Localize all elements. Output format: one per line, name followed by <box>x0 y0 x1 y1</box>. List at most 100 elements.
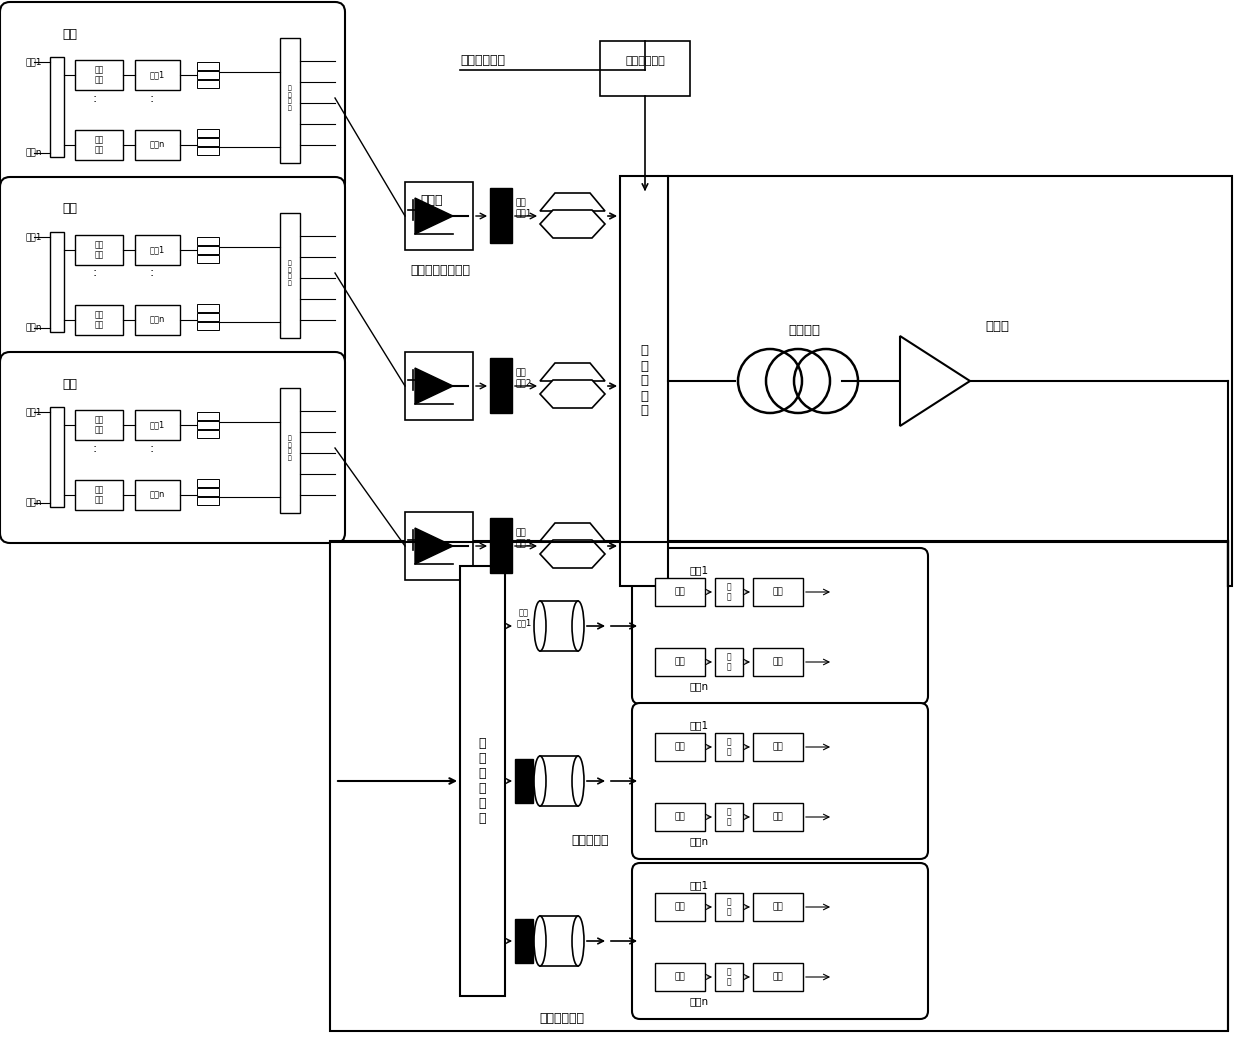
Bar <box>50 56 64 157</box>
Text: 子
带
耦
合: 子 带 耦 合 <box>288 86 291 111</box>
FancyBboxPatch shape <box>632 863 928 1019</box>
Bar <box>655 578 706 606</box>
Text: 用户n: 用户n <box>149 140 165 150</box>
Text: 接入: 接入 <box>675 743 686 751</box>
Text: 用户1: 用户1 <box>689 880 709 890</box>
Bar <box>74 410 123 440</box>
FancyBboxPatch shape <box>632 703 928 859</box>
Bar <box>668 176 1233 586</box>
Text: 信源1: 信源1 <box>26 58 42 67</box>
Text: 信源n: 信源n <box>26 323 42 333</box>
Bar <box>539 916 578 967</box>
Bar <box>753 803 804 831</box>
Bar <box>655 893 706 920</box>
Bar <box>197 138 219 146</box>
Bar <box>74 130 123 160</box>
Text: 接入: 接入 <box>675 658 686 666</box>
Bar <box>197 479 219 487</box>
Bar <box>460 566 505 996</box>
Text: 任意波发生器: 任意波发生器 <box>625 56 665 66</box>
Text: :: : <box>93 441 97 455</box>
Bar <box>197 420 219 429</box>
Text: 数据: 数据 <box>773 973 784 981</box>
Bar <box>50 232 64 332</box>
Text: 用户n: 用户n <box>689 996 709 1006</box>
Text: 编
码: 编 码 <box>727 808 732 826</box>
Polygon shape <box>539 540 605 568</box>
Text: 多模光纤: 多模光纤 <box>787 324 820 338</box>
Text: 编
码: 编 码 <box>727 968 732 986</box>
Bar <box>753 893 804 920</box>
Bar <box>197 497 219 505</box>
Text: 子
带
耦
合: 子 带 耦 合 <box>288 260 291 286</box>
Polygon shape <box>539 210 605 238</box>
Bar <box>197 246 219 254</box>
Bar <box>197 79 219 88</box>
Text: 频道: 频道 <box>62 378 77 390</box>
Text: 频道: 频道 <box>62 203 77 215</box>
Bar <box>405 511 472 579</box>
Bar <box>197 62 219 70</box>
Text: 信源n: 信源n <box>26 149 42 158</box>
Bar <box>490 358 512 413</box>
Bar <box>539 756 578 806</box>
Text: 模
式
解
复
用
器: 模 式 解 复 用 器 <box>479 737 486 825</box>
Bar <box>135 480 180 510</box>
Ellipse shape <box>572 601 584 651</box>
Text: 编码
调制: 编码 调制 <box>94 241 104 259</box>
Text: 接入: 接入 <box>675 813 686 821</box>
Polygon shape <box>415 528 453 564</box>
FancyBboxPatch shape <box>632 548 928 704</box>
Text: 放大器: 放大器 <box>985 319 1009 333</box>
Bar <box>715 963 743 991</box>
Polygon shape <box>415 198 453 234</box>
Text: 模
式
复
用
器: 模 式 复 用 器 <box>640 344 649 417</box>
Text: 正交
模式3: 正交 模式3 <box>516 924 532 942</box>
Text: 编
码: 编 码 <box>727 737 732 756</box>
Bar <box>135 305 180 335</box>
Bar <box>197 237 219 245</box>
Bar <box>74 235 123 265</box>
Bar <box>280 38 300 163</box>
Bar <box>490 188 512 243</box>
Bar <box>753 649 804 676</box>
Text: :: : <box>150 441 154 455</box>
Text: 信源1: 信源1 <box>26 408 42 416</box>
Text: 编
码: 编 码 <box>727 583 732 601</box>
Bar <box>135 130 180 160</box>
Bar <box>197 304 219 312</box>
Text: 接入: 接入 <box>675 588 686 596</box>
Text: 用户n: 用户n <box>689 836 709 846</box>
Text: 用户n: 用户n <box>689 681 709 691</box>
Bar <box>197 71 219 79</box>
Text: 用户1: 用户1 <box>689 720 709 730</box>
Bar <box>197 147 219 155</box>
Text: 正交
模式2: 正交 模式2 <box>516 764 532 782</box>
Polygon shape <box>539 523 605 541</box>
Text: 马赫曾德尔调制器: 马赫曾德尔调制器 <box>410 265 470 277</box>
Text: 数据: 数据 <box>773 903 784 911</box>
Text: 空间光调制器: 空间光调制器 <box>460 53 505 67</box>
Bar <box>135 235 180 265</box>
Bar <box>50 407 64 507</box>
Bar <box>135 410 180 440</box>
Text: 编码
调制: 编码 调制 <box>94 415 104 435</box>
Ellipse shape <box>534 916 546 967</box>
Text: 数据: 数据 <box>773 588 784 596</box>
FancyBboxPatch shape <box>0 2 345 194</box>
Bar <box>197 488 219 496</box>
Ellipse shape <box>534 601 546 651</box>
Bar <box>715 803 743 831</box>
Text: 数据: 数据 <box>773 743 784 751</box>
Bar <box>197 430 219 438</box>
Polygon shape <box>415 368 453 404</box>
Bar <box>280 213 300 338</box>
Text: :: : <box>150 91 154 105</box>
Text: 正交
模式3: 正交 模式3 <box>515 528 532 548</box>
Text: 信源1: 信源1 <box>26 232 42 242</box>
Text: 用户1: 用户1 <box>149 70 165 79</box>
Bar <box>280 388 300 513</box>
Bar <box>515 759 533 803</box>
Text: 功率分配器: 功率分配器 <box>572 835 609 847</box>
Text: 数据: 数据 <box>773 658 784 666</box>
